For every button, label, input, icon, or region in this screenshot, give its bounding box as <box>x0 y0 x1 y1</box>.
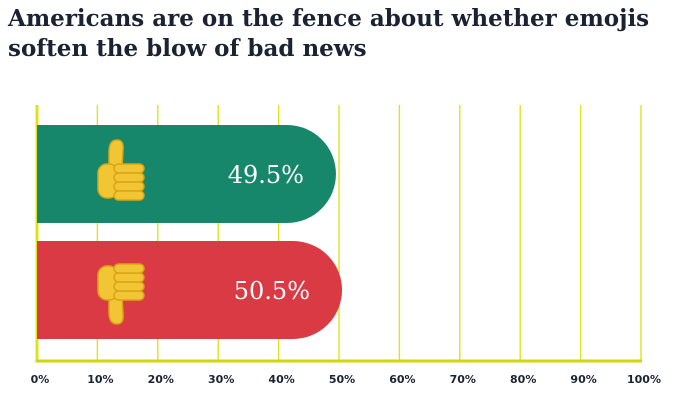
thumbs-up-icon <box>97 139 145 201</box>
x-tick-label: 40% <box>268 373 294 386</box>
x-tick-label: 50% <box>329 373 355 386</box>
chart-title-line-1: Americans are on the fence about whether… <box>8 5 650 32</box>
x-tick-label: 20% <box>148 373 174 386</box>
bars: 49.5% 50.5% <box>37 125 343 339</box>
x-tick-label: 60% <box>389 373 415 386</box>
chart-title-line-2: soften the blow of bad news <box>8 35 367 62</box>
x-tick-label: 30% <box>208 373 234 386</box>
bar-value-label: 49.5% <box>228 161 304 189</box>
x-tick-label: 80% <box>510 373 536 386</box>
x-tick-label: 10% <box>87 373 113 386</box>
x-tick-label: 70% <box>450 373 476 386</box>
bar-group: 50.5% <box>37 241 343 339</box>
bar-value-label: 50.5% <box>234 277 310 305</box>
x-tick-label: 90% <box>570 373 596 386</box>
chart-title: Americans are on the fence about whether… <box>8 4 678 64</box>
thumbs-down-icon <box>97 263 145 325</box>
x-tick-label: 100% <box>627 373 661 386</box>
bar-group: 49.5% <box>37 125 336 223</box>
x-tick-label: 0% <box>31 373 50 386</box>
x-tick-labels: 0% 10% 20% 30% 40% 50% 60% 70% 80% 90% 100% <box>31 373 661 386</box>
